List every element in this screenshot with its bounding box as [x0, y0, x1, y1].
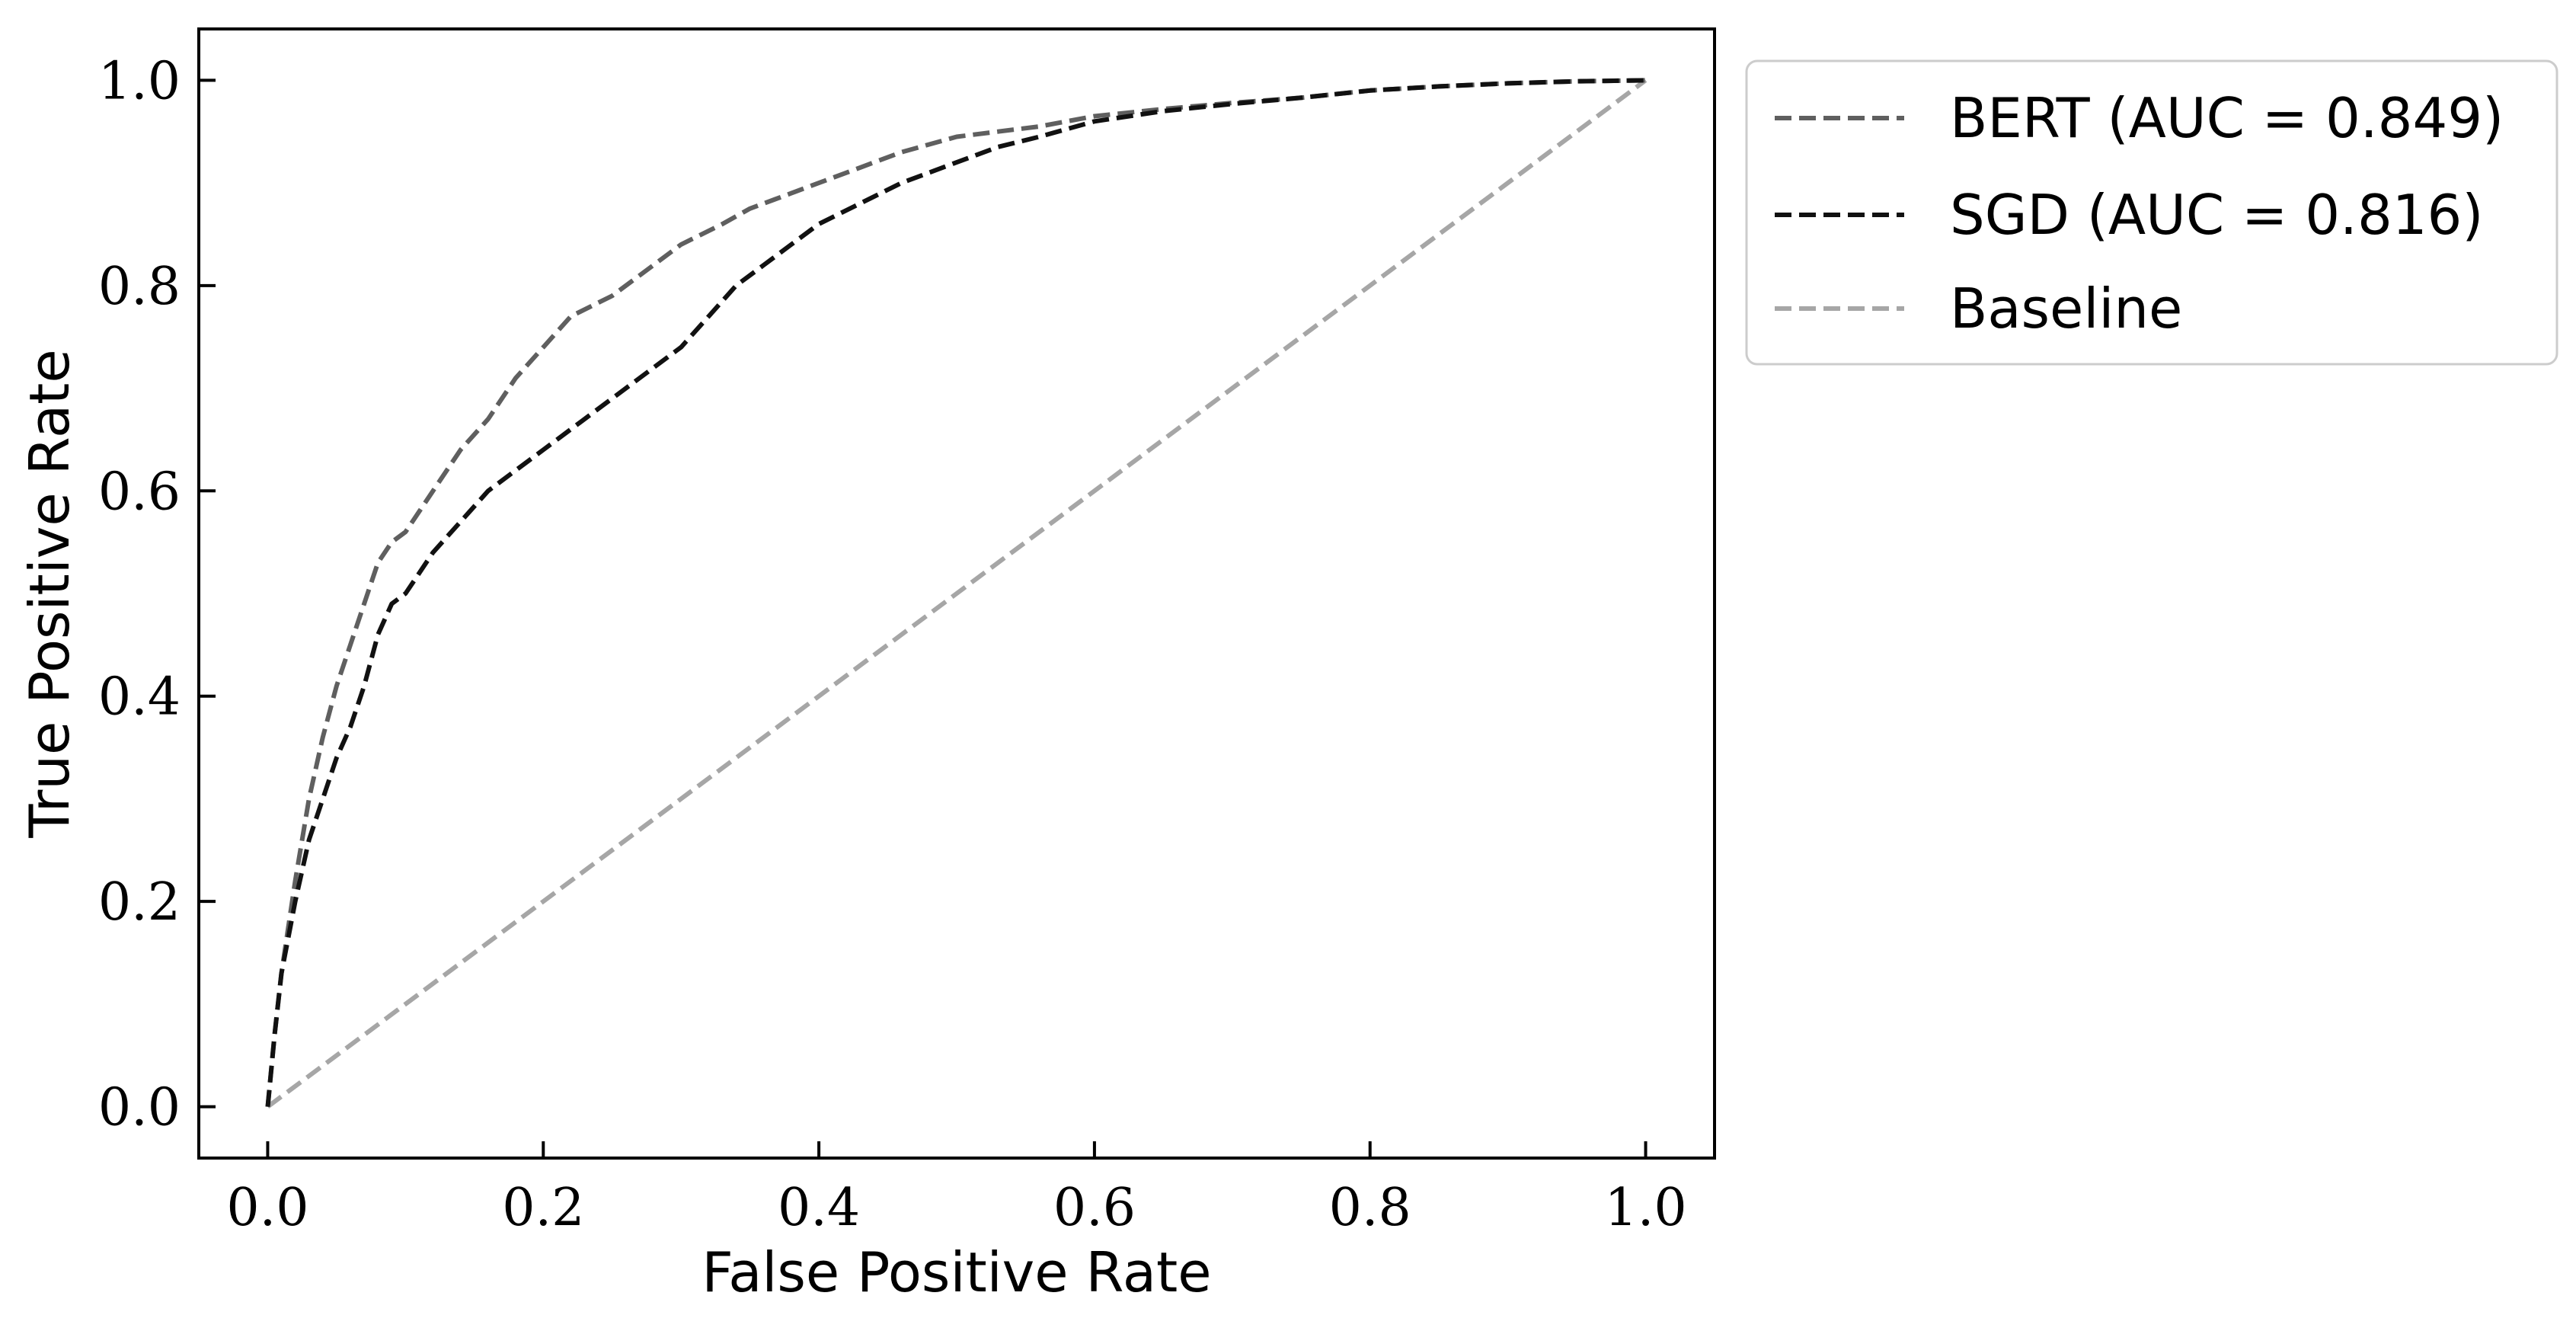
x-axis-title: False Positive Rate — [702, 1240, 1211, 1304]
axis-ticks: 0.0 0.2 0.4 0.6 0.8 1.0 0.0 0.2 0.4 0.6 0.8 1.0 — [98, 51, 1687, 1238]
legend-label: Baseline — [1950, 277, 2182, 341]
legend-label: SGD (AUC = 0.816) — [1950, 183, 2483, 247]
legend-box — [1745, 59, 2558, 366]
legend-label: BERT (AUC = 0.849) — [1950, 86, 2504, 150]
x-tick-label: 0.2 — [502, 1178, 584, 1238]
x-tick-label: 0.0 — [226, 1178, 308, 1238]
x-tick-label: 0.6 — [1053, 1178, 1136, 1238]
x-tick-label: 1.0 — [1604, 1178, 1686, 1238]
series-line-sgd — [265, 78, 1646, 1107]
x-tick-label: 0.4 — [778, 1178, 860, 1238]
y-tick-label: 1.0 — [98, 51, 181, 111]
y-tick-label: 0.0 — [98, 1078, 181, 1138]
y-tick-label: 0.8 — [98, 257, 181, 317]
legend-items: BERT (AUC = 0.849) SGD (AUC = 0.816) Basel… — [1775, 86, 2504, 341]
y-tick-label: 0.2 — [98, 872, 181, 933]
series-line-baseline — [266, 78, 1648, 1109]
y-tick-label: 0.6 — [98, 462, 181, 522]
y-axis-title: True Positive Rate — [18, 349, 81, 838]
x-tick-label: 0.8 — [1329, 1178, 1411, 1238]
y-tick-label: 0.4 — [98, 667, 181, 728]
series-layer — [265, 78, 1648, 1109]
legend: BERT (AUC = 0.849) SGD (AUC = 0.816) Basel… — [1745, 59, 2558, 366]
